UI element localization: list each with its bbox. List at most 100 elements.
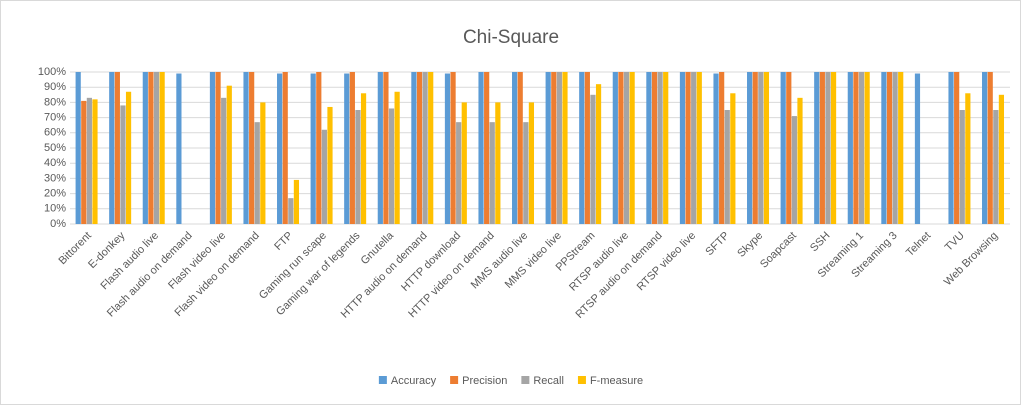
y-tick-label: 100% <box>38 66 66 78</box>
bar <box>249 72 255 224</box>
bar <box>791 116 797 224</box>
bar <box>176 73 182 225</box>
bar <box>523 122 529 224</box>
bar <box>948 72 954 224</box>
bar <box>551 72 557 224</box>
bar <box>293 179 300 224</box>
bar <box>411 72 417 224</box>
bar <box>383 72 389 224</box>
bar <box>243 72 249 224</box>
legend-swatch <box>450 376 459 384</box>
bar <box>847 72 853 224</box>
bar <box>221 97 227 224</box>
legend-label: Accuracy <box>391 375 437 387</box>
bar <box>562 72 568 224</box>
y-tick-label: 30% <box>44 172 66 184</box>
y-tick-label: 70% <box>44 112 66 124</box>
bar <box>75 72 81 224</box>
bar <box>456 122 462 224</box>
bar <box>685 72 691 224</box>
bar <box>853 72 859 224</box>
bar <box>260 102 266 224</box>
y-tick-label: 90% <box>44 81 66 93</box>
bar <box>86 97 92 224</box>
bar <box>595 84 602 224</box>
bar <box>651 72 658 224</box>
bar <box>724 110 730 224</box>
bar <box>92 99 98 224</box>
bar <box>528 102 535 224</box>
y-tick-label: 40% <box>44 157 66 169</box>
bar <box>987 72 993 224</box>
bar <box>394 91 400 224</box>
legend-label: Recall <box>533 375 564 387</box>
y-tick-label: 80% <box>44 96 66 108</box>
bar <box>657 72 663 224</box>
bar <box>691 72 697 224</box>
legend-label: Precision <box>462 375 507 387</box>
bar <box>730 93 736 224</box>
bar <box>590 94 596 224</box>
bar <box>825 72 831 224</box>
bar <box>215 72 221 224</box>
bar <box>226 85 232 225</box>
y-tick-label: 50% <box>44 142 66 154</box>
legend-label: F-measure <box>590 375 643 387</box>
bar <box>428 72 434 224</box>
bar <box>81 100 87 224</box>
bar <box>892 72 898 224</box>
bar <box>886 72 893 224</box>
bar <box>864 72 870 224</box>
bar <box>153 72 160 224</box>
bar <box>388 108 395 224</box>
y-tick-label: 60% <box>44 127 66 139</box>
bar <box>109 72 115 224</box>
bar <box>914 73 921 225</box>
y-tick-label: 10% <box>44 203 66 215</box>
bar <box>282 72 288 224</box>
bar <box>360 93 367 224</box>
bar <box>125 91 132 224</box>
bar <box>982 72 988 224</box>
bar <box>556 72 562 224</box>
bar <box>355 110 361 224</box>
bar <box>422 72 428 224</box>
bar <box>489 122 495 224</box>
bar <box>545 72 551 224</box>
bar <box>254 122 260 224</box>
bar <box>349 72 355 224</box>
bar <box>752 72 758 224</box>
legend-swatch <box>577 376 586 384</box>
bar <box>763 72 770 224</box>
bar <box>954 72 960 224</box>
bar <box>747 72 753 224</box>
bar <box>114 72 120 224</box>
bar <box>618 72 624 224</box>
bar <box>484 72 490 224</box>
bar <box>898 72 904 224</box>
legend-swatch <box>521 376 530 384</box>
bar <box>344 73 350 225</box>
bar <box>316 72 322 224</box>
bar <box>120 105 126 224</box>
bar <box>512 72 518 224</box>
bar <box>159 72 165 224</box>
bar <box>959 110 965 224</box>
bar <box>993 110 999 224</box>
bar <box>517 72 523 224</box>
bar <box>444 73 451 225</box>
legend-swatch <box>378 376 387 384</box>
y-tick-label: 20% <box>44 188 66 200</box>
bar <box>998 94 1005 224</box>
bar <box>819 72 825 224</box>
chart-title: Chi-Square <box>463 27 559 48</box>
bar <box>965 93 971 224</box>
bar <box>830 72 837 224</box>
bar <box>310 73 316 225</box>
bar <box>461 102 467 224</box>
bar <box>679 72 686 224</box>
bar <box>719 72 725 224</box>
bar <box>416 72 423 224</box>
bar <box>495 102 501 224</box>
